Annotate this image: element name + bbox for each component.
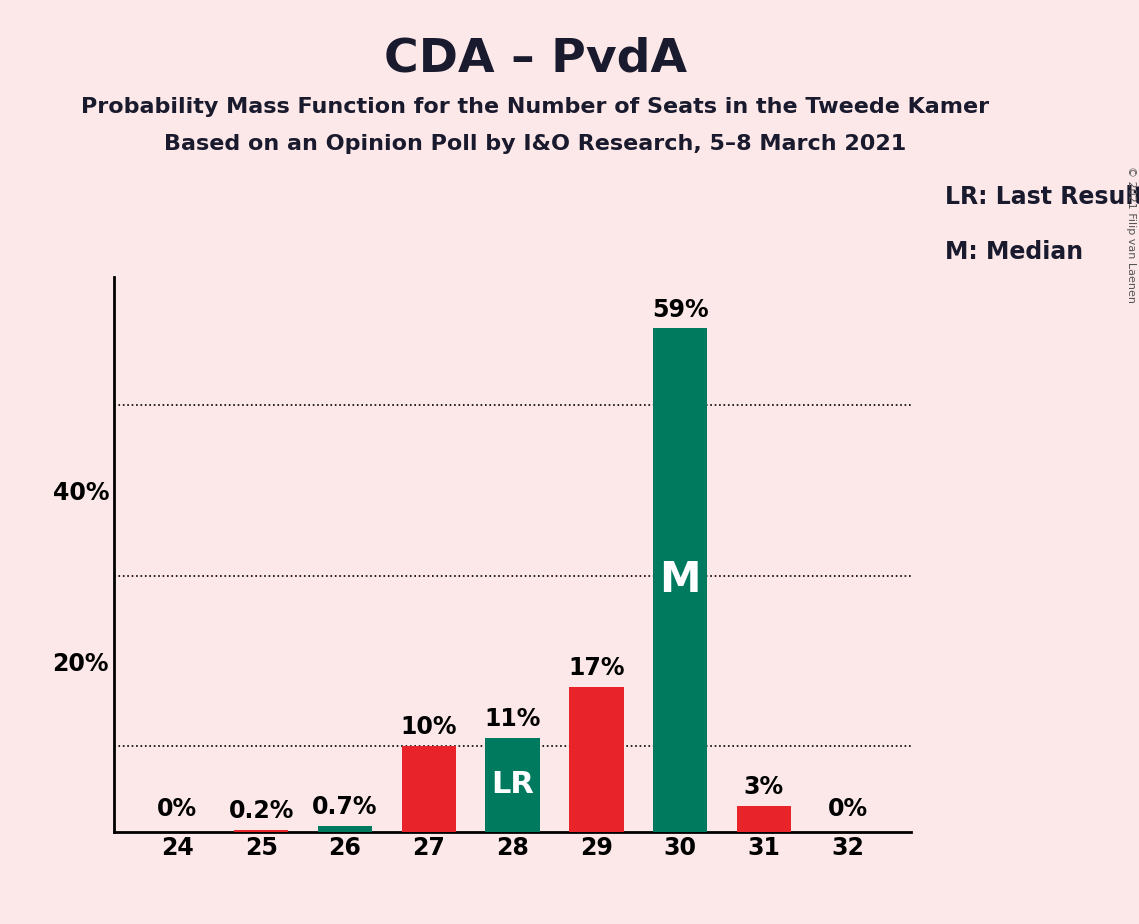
Text: Probability Mass Function for the Number of Seats in the Tweede Kamer: Probability Mass Function for the Number… [81, 97, 990, 117]
Bar [402, 747, 456, 832]
Text: Based on an Opinion Poll by I&O Research, 5–8 March 2021: Based on an Opinion Poll by I&O Research… [164, 134, 907, 154]
Text: M: Median: M: Median [945, 240, 1083, 264]
Text: LR: Last Result: LR: Last Result [945, 185, 1139, 209]
Text: © 2021 Filip van Laenen: © 2021 Filip van Laenen [1126, 166, 1136, 303]
Bar [318, 826, 372, 832]
Bar [485, 737, 540, 832]
Text: 0%: 0% [157, 797, 197, 821]
Bar [233, 830, 288, 832]
Text: 17%: 17% [568, 656, 624, 680]
Bar [737, 806, 792, 832]
Text: 59%: 59% [652, 298, 708, 322]
Text: CDA – PvdA: CDA – PvdA [384, 37, 687, 82]
Text: 10%: 10% [401, 715, 457, 739]
Bar [653, 328, 707, 832]
Text: 0.2%: 0.2% [229, 799, 294, 823]
Text: LR: LR [491, 771, 534, 799]
Text: 11%: 11% [484, 707, 541, 731]
Text: M: M [659, 559, 700, 601]
Bar [570, 687, 623, 832]
Text: 0.7%: 0.7% [312, 795, 378, 819]
Text: 3%: 3% [744, 775, 784, 799]
Text: 0%: 0% [828, 797, 868, 821]
